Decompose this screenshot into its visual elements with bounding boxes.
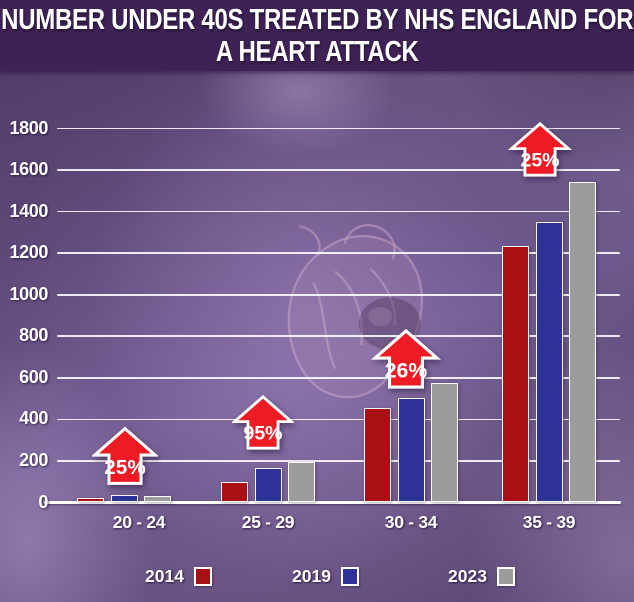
gridline-1400 [57, 210, 620, 213]
x-axis-label-35-39: 35 - 39 [522, 512, 576, 532]
arrow-shape [370, 329, 442, 389]
chart-title-line2: A HEART ATTACK [215, 35, 419, 68]
legend-item-2014: 2014 [145, 566, 212, 587]
legend-swatch-2014 [193, 567, 212, 586]
title-bar: NUMBER UNDER 40S TREATED BY NHS ENGLAND … [0, 0, 634, 71]
x-axis-label-20-24: 20 - 24 [112, 512, 166, 532]
x-axis-baseline [44, 500, 621, 505]
arrow-shape [507, 122, 573, 177]
y-tick-label-1600: 1600 [9, 159, 49, 180]
y-tick-label-600: 600 [19, 366, 48, 387]
y-tick-label-200: 200 [19, 449, 48, 470]
gridline-800 [57, 335, 620, 338]
legend-swatch-2019 [340, 567, 359, 586]
chart-title: NUMBER UNDER 40S TREATED BY NHS ENGLAND … [1, 4, 633, 68]
bar-2014-20-24 [77, 497, 104, 503]
arrow-shape [232, 394, 294, 450]
increase-arrow-25-29: 95% [232, 394, 294, 450]
increase-arrow-30-34: 26% [370, 329, 442, 389]
y-tick-label-800: 800 [19, 325, 48, 346]
chart-title-line1: NUMBER UNDER 40S TREATED BY NHS ENGLAND … [0, 3, 634, 36]
y-tick-label-1000: 1000 [9, 283, 49, 304]
bar-2023-35-39 [569, 182, 596, 503]
bar-2023-25-29 [288, 462, 315, 503]
bar-2019-25-29 [254, 468, 282, 503]
bar-2014-25-29 [221, 481, 248, 503]
legend-label-2019: 2019 [292, 566, 331, 586]
y-tick-label-1400: 1400 [9, 200, 49, 221]
gridline-1200 [57, 252, 620, 254]
bar-2019-30-34 [397, 397, 425, 503]
legend-label-2023: 2023 [448, 566, 487, 586]
y-tick-label-400: 400 [19, 408, 48, 429]
x-axis-label-30-34: 30 - 34 [384, 512, 438, 532]
legend-item-2019: 2019 [292, 566, 359, 587]
x-axis-label-25-29: 25 - 29 [241, 512, 295, 532]
arrow-percent-label: 25% [104, 456, 146, 479]
bar-2023-30-34 [431, 383, 458, 503]
legend-label-2014: 2014 [145, 566, 184, 586]
increase-arrow-20-24: 25% [92, 426, 158, 485]
bar-2019-35-39 [535, 222, 563, 503]
gridline-200 [57, 460, 620, 462]
bar-2019-20-24 [110, 495, 138, 503]
legend-swatch-2023 [496, 567, 515, 586]
y-tick-label-1200: 1200 [9, 242, 49, 263]
gridline-1600 [57, 169, 620, 171]
arrow-percent-label: 26% [385, 358, 428, 382]
arrow-shape [92, 426, 158, 485]
gridline-600 [57, 377, 620, 379]
legend-item-2023: 2023 [448, 566, 515, 587]
gridline-1800 [57, 127, 620, 130]
y-tick-label-1800: 1800 [9, 117, 49, 138]
gridline-400 [57, 418, 620, 421]
bar-2014-35-39 [502, 246, 529, 503]
gridline-1000 [57, 293, 620, 296]
bar-2023-20-24 [144, 496, 171, 503]
y-tick-label-0: 0 [38, 491, 48, 512]
arrow-percent-label: 95% [244, 422, 283, 444]
arrow-percent-label: 25% [520, 149, 559, 171]
increase-arrow-35-39: 25% [507, 122, 573, 177]
bar-2014-30-34 [364, 407, 391, 503]
